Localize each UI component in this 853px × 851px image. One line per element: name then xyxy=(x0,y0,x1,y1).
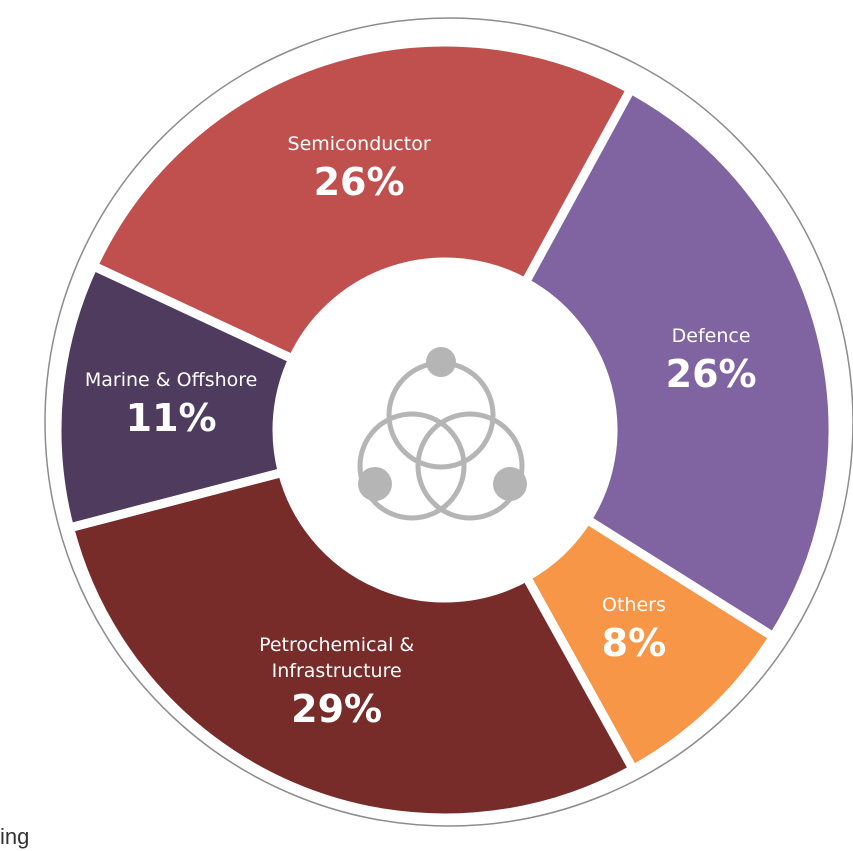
category-label: Petrochemical & Infrastructure xyxy=(259,633,415,682)
slice-label: Defence 26% xyxy=(601,323,821,399)
value-label: 26% xyxy=(313,159,405,204)
value-label: 11% xyxy=(125,396,217,441)
category-label: Marine & Offshore xyxy=(84,369,258,392)
slice-label: Petrochemical & Infrastructure 29% xyxy=(227,632,447,734)
outer-ring xyxy=(44,17,853,827)
center-icon xyxy=(357,347,527,521)
slices xyxy=(52,37,838,823)
slice xyxy=(519,83,838,643)
category-label: Defence xyxy=(671,324,751,347)
slice xyxy=(87,37,637,365)
value-label: 8% xyxy=(601,620,667,665)
category-label: Others xyxy=(602,593,666,616)
slice-label: Others 8% xyxy=(524,592,744,668)
slice-label: Marine & Offshore 11% xyxy=(61,367,281,443)
slice-label: Semiconductor 26% xyxy=(249,131,469,207)
value-label: 29% xyxy=(291,686,383,731)
footer-text: ing xyxy=(0,824,30,849)
slice xyxy=(64,466,640,823)
value-label: 26% xyxy=(665,351,757,396)
slice xyxy=(52,260,299,534)
category-label: Semiconductor xyxy=(287,132,431,155)
